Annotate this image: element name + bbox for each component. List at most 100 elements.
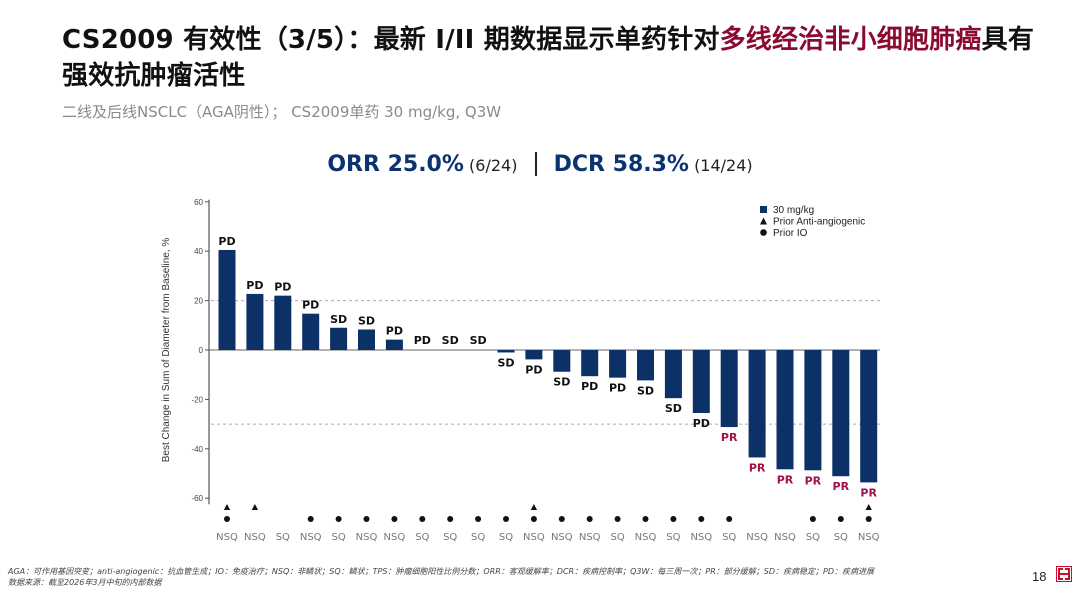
histology-label: NSQ xyxy=(579,532,601,543)
waterfall-chart: 60 40 20 0 -20 -40 -60 Best Change in Sum of Di… xyxy=(161,198,880,543)
bar xyxy=(246,293,264,350)
title-segment: CS2009 有效性（3/5）：最新 I/II 期数据显示单药针对 xyxy=(62,25,720,55)
histology-label: NSQ xyxy=(384,532,406,543)
prior-io-dot-marker xyxy=(837,516,844,522)
histology-label: NSQ xyxy=(356,532,378,543)
prior-io-dot-marker xyxy=(335,516,342,522)
orr-value: ORR 25.0% xyxy=(327,152,464,177)
bar xyxy=(860,350,878,483)
page-title: CS2009 有效性（3/5）：最新 I/II 期数据显示单药针对多线经治非小细… xyxy=(62,22,1042,94)
bar xyxy=(581,350,599,377)
histology-label: SQ xyxy=(806,532,820,543)
bar xyxy=(497,350,515,353)
bar xyxy=(776,350,794,470)
response-label: SD xyxy=(665,402,682,415)
histology-label: NSQ xyxy=(244,532,266,543)
orr-count: (6/24) xyxy=(469,156,518,175)
response-label: PD xyxy=(274,281,291,294)
histology-label: NSQ xyxy=(551,532,573,543)
response-label: PD xyxy=(218,235,235,248)
legend-label: Prior Anti-angiogenic xyxy=(773,217,865,228)
response-label: SD xyxy=(637,384,654,397)
response-label: PR xyxy=(749,461,766,474)
title-segment: 具有强效抗肿瘤活性 xyxy=(62,25,1035,91)
legend-triangle-icon xyxy=(760,217,767,225)
histology-label: NSQ xyxy=(746,532,768,543)
response-label: PD xyxy=(609,382,626,395)
response-label: SD xyxy=(497,356,514,369)
histology-label: SQ xyxy=(499,532,513,543)
bar xyxy=(553,350,571,372)
response-label: PD xyxy=(386,325,403,338)
histology-label: NSQ xyxy=(774,532,796,543)
bar xyxy=(330,327,348,350)
anti-angiogenic-triangle-marker xyxy=(223,504,231,510)
histology-label: NSQ xyxy=(523,532,545,543)
bar xyxy=(609,350,627,378)
company-logo-icon xyxy=(1056,566,1072,582)
y-tick-label: -60 xyxy=(191,494,203,503)
response-label: PD xyxy=(525,363,542,376)
footnote-source: 数据来源：截至2026年3月中旬的内部数据 xyxy=(8,578,162,587)
response-label: PD xyxy=(693,417,710,430)
bar xyxy=(274,295,292,350)
legend-label: Prior IO xyxy=(773,228,808,239)
footnote: AGA：可作用基因突变；anti-angiogenic：抗血管生成；IO：免疫治… xyxy=(8,566,874,588)
legend-square-icon xyxy=(760,206,767,213)
prior-io-dot-marker xyxy=(224,516,230,522)
anti-angiogenic-triangle-marker xyxy=(865,504,872,510)
response-label: PR xyxy=(860,486,877,499)
response-label: PR xyxy=(833,480,850,493)
bar xyxy=(832,350,850,477)
histology-label: SQ xyxy=(666,532,680,543)
y-tick-label: 20 xyxy=(194,297,203,306)
response-label: PD xyxy=(414,334,431,347)
bar xyxy=(525,350,543,360)
page-number: 18 xyxy=(1032,569,1047,584)
y-tick-label: -40 xyxy=(191,445,203,454)
histology-label: SQ xyxy=(722,532,736,543)
histology-label: SQ xyxy=(276,532,290,543)
y-tick-label: 40 xyxy=(194,247,203,256)
histology-label: NSQ xyxy=(300,532,322,543)
bar xyxy=(302,313,320,350)
histology-label: SQ xyxy=(610,532,624,543)
prior-io-dot-marker xyxy=(307,516,314,522)
response-label: SD xyxy=(330,313,347,326)
histology-label: SQ xyxy=(834,532,848,543)
bar xyxy=(692,350,710,413)
dcr-value: DCR 58.3% xyxy=(553,152,689,177)
bar xyxy=(664,350,682,399)
bar xyxy=(804,350,822,471)
prior-io-dot-marker xyxy=(809,516,816,522)
footnote-abbreviations: AGA：可作用基因突变；anti-angiogenic：抗血管生成；IO：免疫治… xyxy=(8,567,875,576)
prior-io-dot-marker xyxy=(447,516,454,522)
response-label: SD xyxy=(553,376,570,389)
response-label: PD xyxy=(302,299,319,312)
prior-io-dot-marker xyxy=(419,516,426,522)
bar xyxy=(748,350,766,458)
y-axis-label: Best Change in Sum of Diameter from Base… xyxy=(161,238,172,463)
anti-angiogenic-triangle-marker xyxy=(251,504,259,510)
response-label: PR xyxy=(721,431,738,444)
dcr-count: (14/24) xyxy=(694,156,753,175)
response-label: PD xyxy=(581,380,598,393)
response-label: SD xyxy=(442,334,459,347)
histology-label: NSQ xyxy=(635,532,657,543)
histology-label: NSQ xyxy=(216,532,238,543)
title-highlight: 多线经治非小细胞肺癌 xyxy=(719,25,982,55)
prior-io-dot-marker xyxy=(391,516,398,522)
histology-label: SQ xyxy=(443,532,457,543)
histology-label: SQ xyxy=(331,532,345,543)
prior-io-dot-marker xyxy=(642,516,649,522)
prior-io-dot-marker xyxy=(614,516,621,522)
histology-label: SQ xyxy=(415,532,429,543)
legend-label: 30 mg/kg xyxy=(773,205,814,216)
kpi-divider xyxy=(534,152,537,176)
anti-angiogenic-triangle-marker xyxy=(530,504,538,510)
prior-io-dot-marker xyxy=(530,516,537,522)
bar xyxy=(720,350,738,428)
prior-io-dot-marker xyxy=(503,516,509,522)
legend-circle-icon xyxy=(760,229,767,236)
histology-label: SQ xyxy=(471,532,485,543)
